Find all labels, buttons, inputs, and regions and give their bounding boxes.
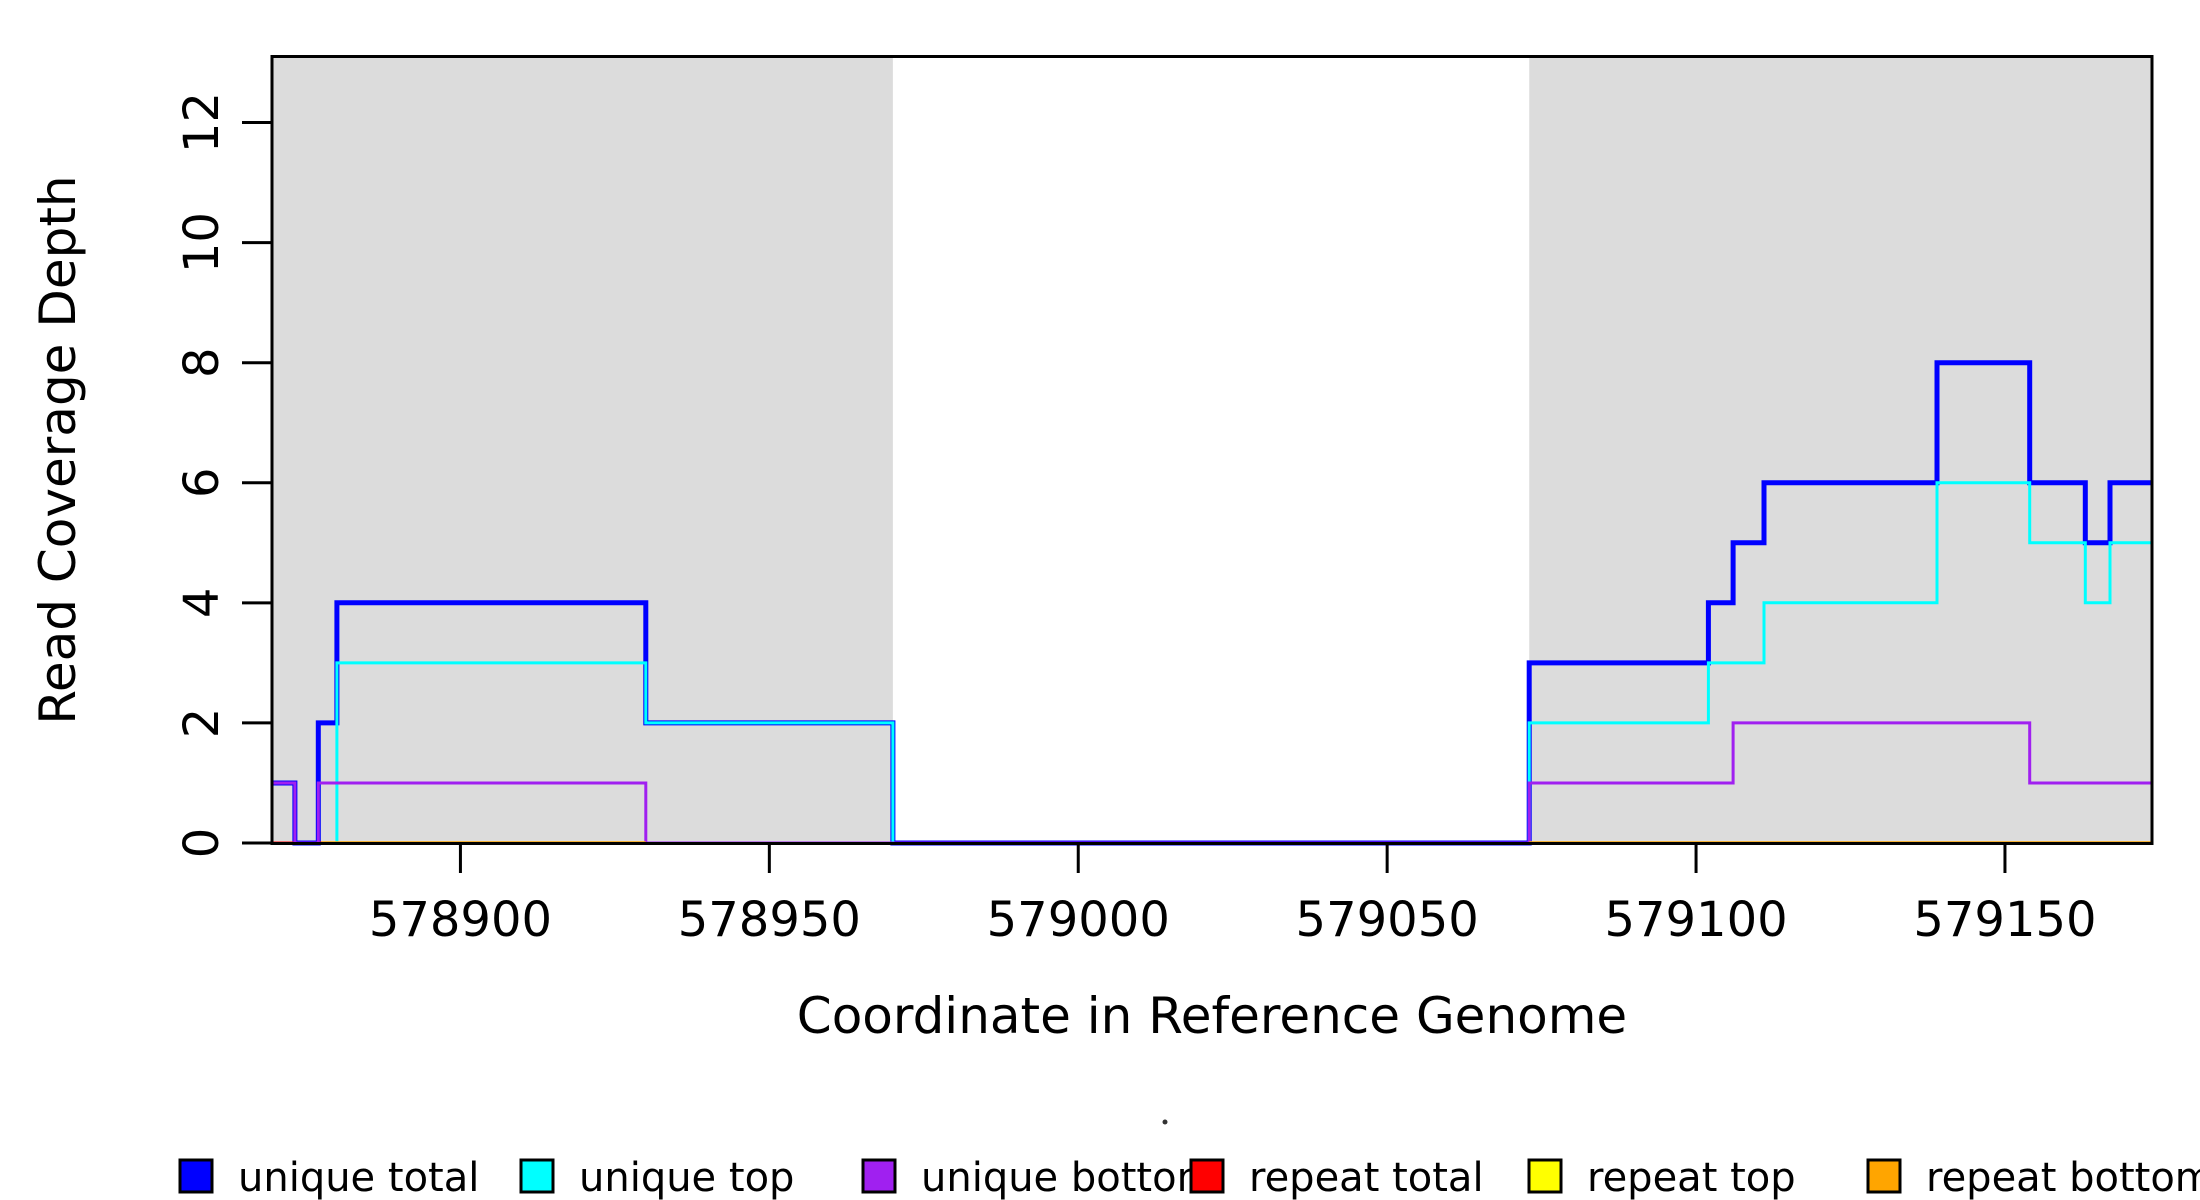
y-tick-label: 6 xyxy=(174,467,230,498)
legend-swatch-repeat-bottom xyxy=(1866,1158,1902,1194)
x-axis-title: Coordinate in Reference Genome xyxy=(797,987,1627,1045)
legend-swatch-repeat-total xyxy=(1189,1158,1225,1194)
axes-ticks-and-labels: 578900 578950 579000 579050 579100 579150 0 2 4 6… xyxy=(174,92,2097,948)
y-tick-label: 12 xyxy=(174,92,230,153)
series-line-unique-total xyxy=(272,360,2152,846)
legend-label-unique-bottom: unique bottom xyxy=(921,1155,1216,1200)
repeat-region-shade xyxy=(1529,58,2152,843)
y-tick-label: 0 xyxy=(174,828,230,859)
series-line-unique-top xyxy=(272,481,2152,845)
plot-border-box xyxy=(270,55,2154,845)
legend-label-repeat-bottom: repeat bottom xyxy=(1926,1155,2200,1200)
legend-label-repeat-total: repeat total xyxy=(1249,1155,1484,1200)
y-tick-label: 4 xyxy=(174,588,230,619)
legend-swatch-unique-top xyxy=(519,1158,555,1194)
y-axis-title: Read Coverage Depth xyxy=(29,175,87,724)
legend-label-repeat-top: repeat top xyxy=(1587,1155,1796,1200)
x-tick-label: 578900 xyxy=(369,892,552,948)
y-tick-label: 10 xyxy=(174,212,230,273)
y-tick-label: 2 xyxy=(174,708,230,739)
legend-swatch-repeat-top xyxy=(1527,1158,1563,1194)
x-tick-label: 579000 xyxy=(987,892,1170,948)
chart-legend: unique total unique top unique bottom repea… xyxy=(178,1155,2200,1200)
x-tick-label: 578950 xyxy=(678,892,861,948)
shaded-repeat-regions xyxy=(272,58,2152,843)
stray-dot xyxy=(1162,1119,1168,1125)
legend-swatch-unique-bottom xyxy=(861,1158,897,1194)
annotations xyxy=(1162,1119,1168,1125)
legend-label-unique-top: unique top xyxy=(579,1155,794,1200)
x-tick-label: 579150 xyxy=(1913,892,2096,948)
legend-label-unique-total: unique total xyxy=(238,1155,479,1200)
x-tick-label: 579100 xyxy=(1604,892,1787,948)
x-tick-label: 579050 xyxy=(1296,892,1479,948)
y-tick-label: 8 xyxy=(174,347,230,378)
repeat-region-shade xyxy=(272,58,893,843)
legend-swatch-unique-total xyxy=(178,1158,214,1194)
